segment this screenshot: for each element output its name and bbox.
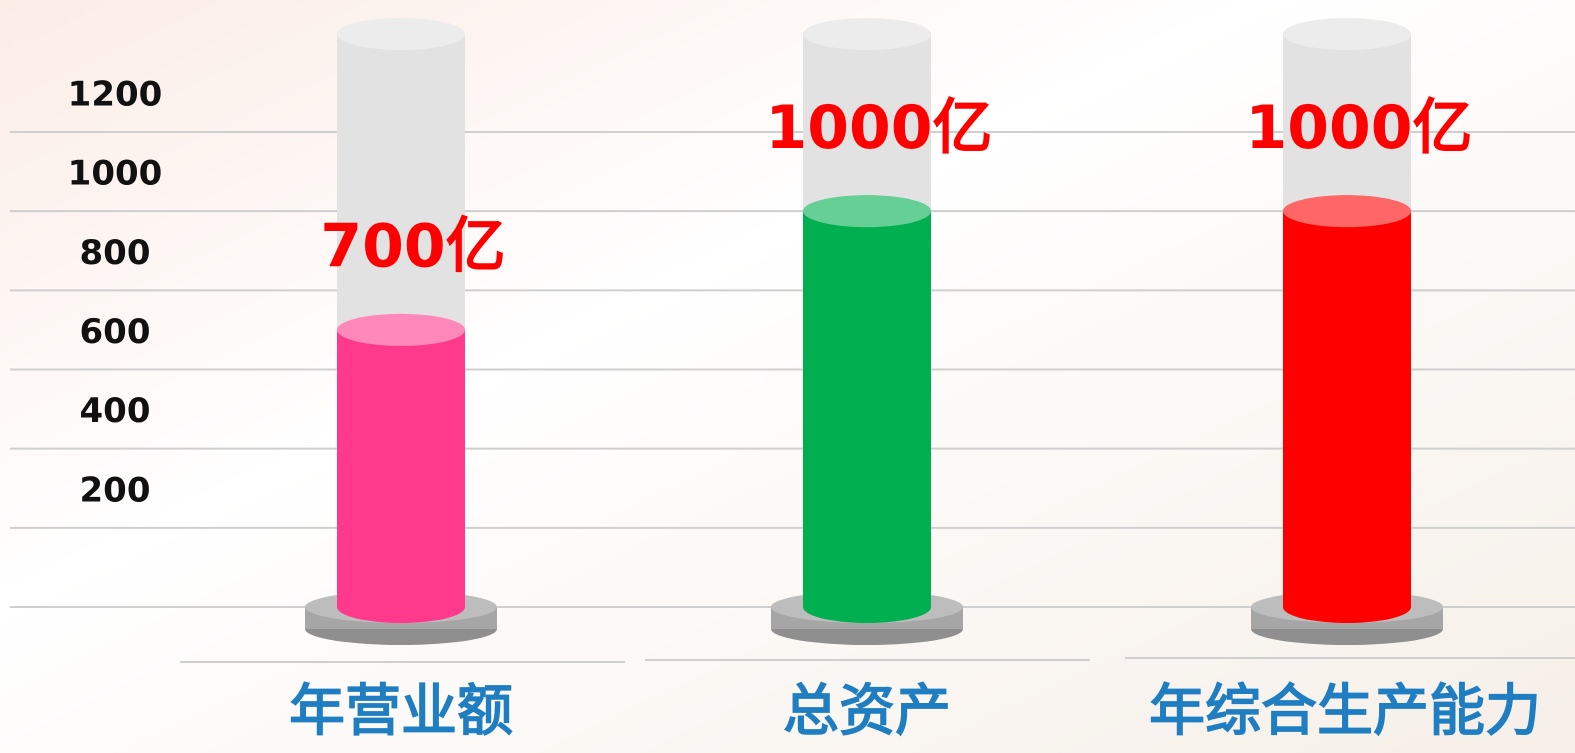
bar-top-shine	[337, 314, 465, 346]
y-tick-label: 1200	[68, 75, 163, 115]
y-tick-label: 600	[80, 312, 151, 352]
value-label: 700亿	[320, 212, 505, 282]
bar	[803, 211, 931, 607]
bar	[1283, 211, 1411, 607]
tube-top	[803, 18, 931, 50]
y-tick-label: 1000	[68, 154, 163, 194]
y-tick-label: 400	[80, 391, 151, 431]
y-tick-label: 200	[80, 470, 151, 510]
y-tick-label: 800	[80, 233, 151, 273]
tube-top	[1283, 18, 1411, 50]
bar-top-shine	[1283, 195, 1411, 227]
x-tick-label: 年综合生产能力	[1149, 679, 1541, 744]
value-label: 1000亿	[766, 93, 993, 163]
page: 200 400 600 800 1000 1200 700亿年营业额 1000亿总资产 1000…	[0, 0, 1575, 753]
chart: 200 400 600 800 1000 1200 700亿年营业额 1000亿总资产 1000…	[0, 0, 1575, 753]
bar	[337, 330, 465, 607]
tube-top	[337, 18, 465, 50]
x-tick-label: 年营业额	[289, 679, 513, 744]
value-label: 1000亿	[1246, 93, 1473, 163]
x-tick-label: 总资产	[783, 679, 951, 744]
bar-top-shine	[803, 195, 931, 227]
